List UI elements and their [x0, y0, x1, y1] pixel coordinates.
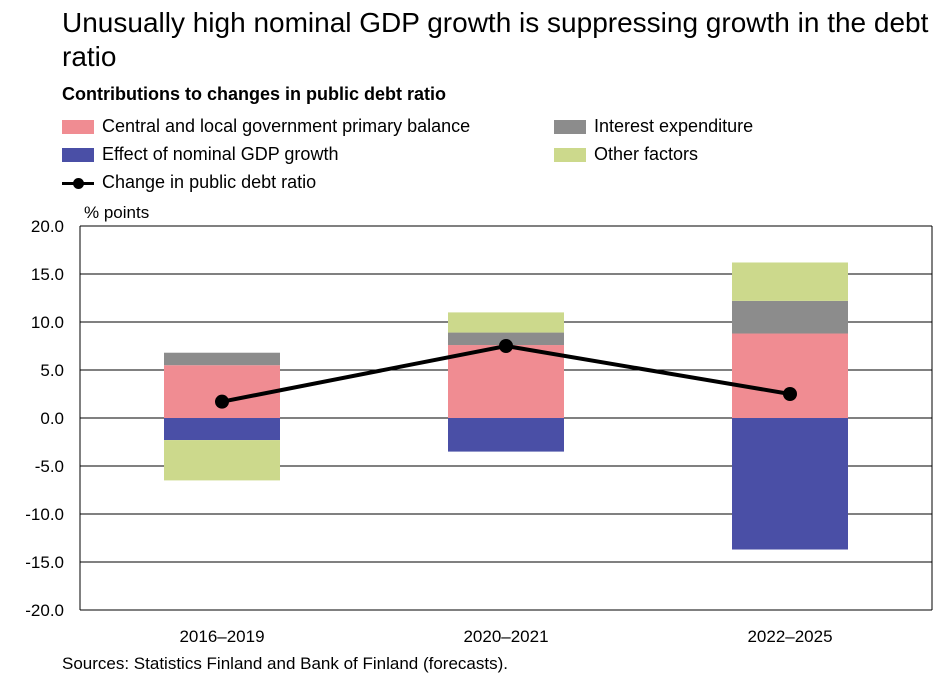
y-tick-label-4: 0.0 — [40, 409, 64, 428]
bar-2-series-2 — [732, 418, 848, 550]
legend-label-gdp-growth: Effect of nominal GDP growth — [102, 144, 339, 164]
bar-0-series-3 — [164, 440, 280, 481]
y-axis-unit-label: % points — [84, 203, 150, 222]
legend-item-other-factors: Other factors — [554, 144, 698, 165]
legend-swatch-primary-balance — [62, 119, 94, 134]
y-tick-label-8: -20.0 — [25, 601, 64, 620]
legend-swatch-interest-expenditure — [554, 119, 586, 134]
legend-label-other-factors: Other factors — [594, 144, 699, 164]
source-note: Sources: Statistics Finland and Bank of … — [62, 654, 508, 673]
chart-subtitle: Contributions to changes in public debt … — [62, 84, 446, 104]
bar-1-series-2 — [448, 418, 564, 452]
legend-item-primary-balance: Central and local government primary bal… — [62, 116, 470, 137]
debt-ratio-point-1 — [499, 339, 513, 353]
bar-0-series-2 — [164, 418, 280, 441]
bar-0-series-1 — [164, 352, 280, 366]
y-tick-label-3: 5.0 — [40, 361, 64, 380]
y-tick-label-5: -5.0 — [35, 457, 64, 476]
legend-label-debt-ratio-change: Change in public debt ratio — [102, 172, 317, 192]
legend-line-marker — [62, 176, 94, 190]
legend-item-debt-ratio-change: Change in public debt ratio — [62, 172, 316, 193]
bar-2-series-1 — [732, 300, 848, 334]
legend-swatch-gdp-growth — [62, 147, 94, 162]
legend-swatch-other-factors — [554, 147, 586, 162]
y-tick-label-0: 20.0 — [31, 217, 64, 236]
y-tick-label-7: -15.0 — [25, 553, 64, 572]
chart-title: Unusually high nominal GDP growth is sup… — [62, 7, 929, 72]
legend-label-primary-balance: Central and local government primary bal… — [102, 116, 471, 136]
bar-2-series-0 — [732, 333, 848, 418]
bar-1-series-0 — [448, 345, 564, 418]
legend-item-interest-expenditure: Interest expenditure — [554, 116, 753, 137]
legend-item-gdp-growth: Effect of nominal GDP growth — [62, 144, 338, 165]
bar-1-series-3 — [448, 312, 564, 333]
bar-1-series-1 — [448, 332, 564, 346]
x-tick-label-1: 2020–2021 — [463, 627, 548, 646]
y-tick-label-1: 15.0 — [31, 265, 64, 284]
debt-ratio-point-2 — [783, 387, 797, 401]
x-tick-label-0: 2016–2019 — [179, 627, 264, 646]
bar-2-series-3 — [732, 262, 848, 301]
debt-ratio-point-0 — [215, 394, 229, 409]
bar-0-series-0 — [164, 365, 280, 418]
y-tick-label-2: 10.0 — [31, 313, 64, 332]
y-tick-label-6: -10.0 — [25, 505, 64, 524]
x-tick-label-2: 2022–2025 — [747, 627, 832, 646]
legend-label-interest-expenditure: Interest expenditure — [594, 116, 754, 136]
